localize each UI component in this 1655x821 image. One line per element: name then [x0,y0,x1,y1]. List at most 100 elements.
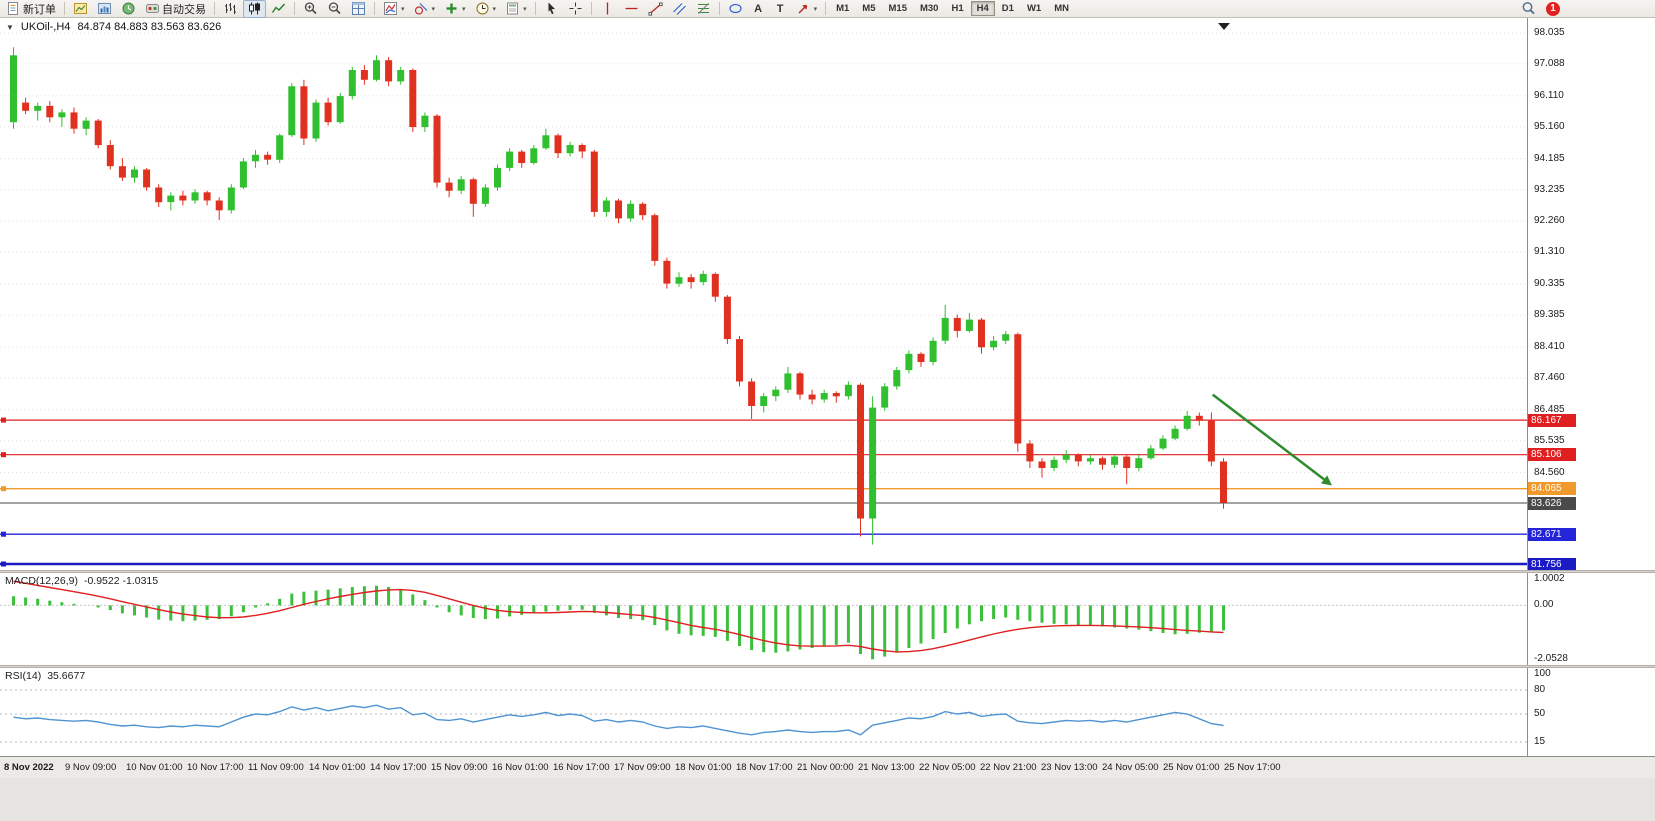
notification-badge[interactable]: 1 [1546,1,1560,16]
price-tick: 84.560 [1534,467,1565,478]
time-axis[interactable]: 8 Nov 2022 9 Nov 09:00 10 Nov 01:00 10 Nov … [0,756,1655,778]
price-tick: 85.535 [1534,435,1565,446]
main-chart-panel[interactable]: ▼ UKOil-,H4 84.874 84.883 83.563 83.626 [0,18,1527,570]
zoom-out-button[interactable] [323,0,346,18]
shapes-button[interactable] [724,0,747,18]
shapes-icon [728,1,743,16]
dropdown-arrow-icon: ▾ [462,5,466,13]
templates-icon [505,1,520,16]
rsi-panel[interactable]: RSI(14) 35.6677 [0,668,1527,756]
collapse-icon[interactable]: ▼ [6,22,14,32]
channel-icon [672,1,687,16]
time-label: 15 Nov 09:00 [431,762,488,773]
time-label: 9 Nov 09:00 [65,762,117,773]
candlestick-chart[interactable] [0,18,1527,570]
crosshair-button[interactable] [564,0,587,18]
window-bottom-area [0,778,1655,821]
new-order-button[interactable]: 新订单 [2,0,60,18]
horizontal-price-lines [0,417,1527,567]
add-indicator-button[interactable]: ▾ [440,0,470,18]
line-chart-icon [271,1,286,16]
chart-title-bar: ▼ UKOil-,H4 84.874 84.883 83.563 83.626 [6,21,221,33]
timeframe-mn[interactable]: MN [1054,3,1069,14]
market-watch-button[interactable] [117,0,140,18]
fibonacci-button[interactable] [692,0,715,18]
tile-windows-button[interactable] [347,0,370,18]
search-button[interactable] [1517,0,1540,18]
timeframe-m30[interactable]: M30 [919,3,939,14]
macd-axis-tick: 0.00 [1534,599,1554,610]
charts-window-button[interactable] [69,0,92,18]
zoom-out-icon [327,1,342,16]
line-chart-button[interactable] [267,0,290,18]
trend-arrow [1211,393,1332,486]
time-label: 10 Nov 01:00 [126,762,183,773]
objects-button[interactable]: ▾ [410,0,440,18]
vertical-line-icon [600,1,615,16]
tile-windows-icon [351,1,366,16]
timeframe-m1[interactable]: M1 [836,3,850,14]
label-button[interactable]: T [770,0,791,18]
timeframe-m5[interactable]: M5 [862,3,876,14]
price-badge: 86.167 [1528,414,1576,427]
macd-panel[interactable]: MACD(12,26,9) -0.9522 -1.0315 [0,573,1527,665]
profiles-button[interactable] [93,0,116,18]
toolbar-separator [825,2,827,15]
macd-axis-tick: -2.0528 [1534,653,1568,664]
dropdown-arrow-icon: ▾ [813,5,818,13]
time-label: 21 Nov 13:00 [858,762,915,773]
price-tick: 92.260 [1534,215,1565,226]
chart-shift-marker-icon [1218,23,1230,30]
arrows-button[interactable]: ▾ [792,0,822,18]
indicators-button[interactable]: ▾ [379,0,409,18]
time-label: 25 Nov 01:00 [1163,762,1220,773]
price-tick: 96.110 [1534,90,1564,101]
panel-divider[interactable] [0,570,1655,573]
panel-divider[interactable] [0,665,1655,668]
time-label: 21 Nov 00:00 [797,762,854,773]
price-tick: 98.035 [1534,27,1565,38]
new-order-icon [6,1,21,16]
timeframe-d1[interactable]: D1 [1001,3,1014,14]
time-label: 16 Nov 01:00 [492,762,549,773]
horizontal-line-button[interactable] [620,0,643,18]
price-badge: 81.756 [1528,558,1576,570]
price-axis[interactable]: 98.035 97.088 96.110 95.160 94.185 93.235 92.2… [1527,18,1655,570]
toolbar-separator [534,2,536,15]
trendline-button[interactable] [644,0,667,18]
main-toolbar: 新订单 自动交易 ▾ ▾ ▾ ▾ ▾ A T ▾ M1 M5 M15 M30 H1 H4 D1 W1 MN 1 [0,0,1655,18]
crosshair-icon [568,1,583,16]
rsi-chart[interactable] [0,668,1527,756]
price-grid [0,32,1527,473]
fibonacci-icon [696,1,711,16]
timeframe-w1[interactable]: W1 [1026,3,1042,14]
bar-chart-icon [223,1,238,16]
text-button[interactable]: A [748,0,769,18]
rsi-levels [0,689,1527,743]
price-tick: 91.310 [1534,246,1565,257]
dropdown-arrow-icon: ▾ [523,5,527,13]
auto-trading-button[interactable]: 自动交易 [141,0,210,18]
timeframe-m15[interactable]: M15 [888,3,907,14]
macd-histogram [12,585,1225,660]
vertical-line-button[interactable] [596,0,619,18]
zoom-in-button[interactable] [299,0,322,18]
bar-chart-button[interactable] [219,0,242,18]
time-label: 25 Nov 17:00 [1224,762,1281,773]
price-tick: 86.485 [1534,404,1565,415]
cursor-button[interactable] [540,0,563,18]
rsi-axis-tick: 50 [1534,708,1546,719]
timeframe-h1[interactable]: H1 [951,3,964,14]
macd-axis[interactable]: 1.0002 0.00 -2.0528 [1527,573,1655,665]
macd-axis-tick: 1.0002 [1534,573,1565,584]
channel-button[interactable] [668,0,691,18]
candlestick-chart-button[interactable] [243,0,266,18]
rsi-axis[interactable]: 100 80 50 15 [1527,668,1655,756]
time-label: 18 Nov 01:00 [675,762,732,773]
templates-button[interactable]: ▾ [501,0,531,18]
dropdown-arrow-icon: ▾ [401,5,405,13]
periods-button[interactable]: ▾ [471,0,501,18]
macd-chart[interactable] [0,573,1527,665]
timeframe-h4[interactable]: H4 [970,1,995,16]
macd-signal-line [13,580,1224,653]
